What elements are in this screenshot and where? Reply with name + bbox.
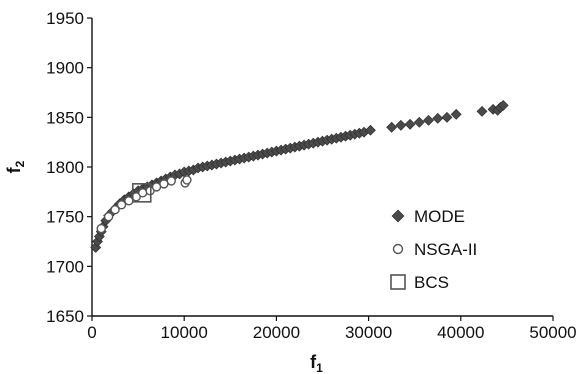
data-point-circle xyxy=(166,176,176,186)
x-tick-label: 20000 xyxy=(253,323,300,342)
legend-label: BCS xyxy=(414,273,449,292)
data-point-diamond xyxy=(432,112,444,124)
data-point-circle xyxy=(103,211,114,222)
legend-marker-diamond xyxy=(391,209,405,223)
data-point-circle xyxy=(110,205,120,215)
y-tick-label: 1850 xyxy=(46,108,84,127)
legend-marker-square xyxy=(390,274,406,290)
data-point-diamond xyxy=(450,108,462,120)
series-mode xyxy=(90,99,509,253)
legend-label: MODE xyxy=(414,207,465,226)
y-tick-label: 1800 xyxy=(46,158,84,177)
legend-item: BCS xyxy=(390,273,449,292)
legend-label: NSGA-II xyxy=(414,240,477,259)
x-axis-ticks: 0 10000 20000 30000 40000 50000 xyxy=(87,316,577,342)
data-point-diamond xyxy=(413,116,425,128)
data-point-diamond xyxy=(476,105,488,117)
x-tick-label: 10000 xyxy=(161,323,208,342)
y-tick-label: 1900 xyxy=(46,59,84,78)
legend-item: NSGA-II xyxy=(392,240,477,259)
data-point-circle xyxy=(124,196,134,206)
data-points xyxy=(90,99,509,253)
legend-marker-circle xyxy=(392,243,404,255)
x-axis-label: f1 xyxy=(310,352,323,374)
series-nsga-ii xyxy=(96,175,192,234)
data-point-square xyxy=(131,183,152,203)
data-point-circle xyxy=(182,175,192,185)
x-tick-label: 30000 xyxy=(345,323,392,342)
data-point-diamond xyxy=(365,124,376,136)
plot-frame xyxy=(91,18,553,317)
y-tick-label: 1700 xyxy=(46,257,84,276)
data-point-diamond xyxy=(497,99,509,111)
y-tick-label: 1950 xyxy=(46,9,84,28)
data-point-diamond xyxy=(441,111,453,123)
y-tick-label: 1750 xyxy=(46,208,84,227)
legend-item: MODE xyxy=(391,207,465,226)
y-axis-label-subscript: 2 xyxy=(13,160,27,167)
data-point-diamond xyxy=(395,119,407,131)
y-axis-label: f2 xyxy=(4,160,27,173)
data-point-diamond xyxy=(423,114,434,126)
y-tick-label: 1650 xyxy=(46,307,84,326)
y-axis-ticks: 1650 1700 1750 1800 1850 1900 1950 xyxy=(46,9,92,326)
data-point-circle xyxy=(116,200,127,210)
legend: MODE NSGA-II BCS xyxy=(390,207,477,292)
x-tick-label: 50000 xyxy=(529,323,576,342)
data-point-diamond xyxy=(404,118,416,130)
x-tick-label: 0 xyxy=(87,323,96,342)
data-point-diamond xyxy=(386,121,398,133)
data-point-circle xyxy=(96,223,106,234)
x-axis-label-subscript: 1 xyxy=(316,361,323,374)
series-bcs xyxy=(131,183,152,203)
x-tick-label: 40000 xyxy=(437,323,484,342)
